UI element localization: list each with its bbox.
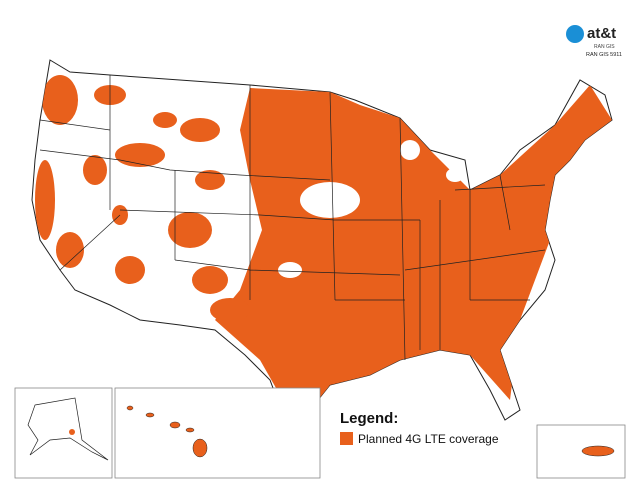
coverage-area xyxy=(83,155,107,185)
coverage-area xyxy=(115,143,165,167)
coverage-area xyxy=(506,100,534,120)
coverage-area xyxy=(69,429,75,435)
state-lines xyxy=(39,75,546,361)
coverage-area xyxy=(35,160,55,240)
coverage-area xyxy=(192,438,208,458)
coverage-area xyxy=(126,405,134,411)
logo-globe xyxy=(566,25,584,43)
coverage-area xyxy=(581,445,615,457)
alaska xyxy=(27,397,109,461)
logo-brand: at&t xyxy=(587,25,616,42)
coverage-area xyxy=(300,182,360,218)
coverage-area xyxy=(153,112,177,128)
coverage-area xyxy=(185,427,195,433)
legend-title: Legend: xyxy=(340,410,398,427)
coverage-area xyxy=(180,118,220,142)
coverage-area xyxy=(192,266,228,294)
logo-code: RAN GIS 5911 xyxy=(586,52,622,58)
coverage-area xyxy=(195,170,225,190)
coverage-area xyxy=(42,75,78,125)
hawaii-inset xyxy=(114,387,321,479)
legend-swatch xyxy=(340,432,353,445)
coverage-area xyxy=(446,168,464,182)
legend-label: Planned 4G LTE coverage xyxy=(358,432,499,446)
coverage-area xyxy=(115,256,145,284)
coverage-area xyxy=(56,232,84,268)
coverage-area xyxy=(210,298,250,322)
coverage-area xyxy=(145,412,155,418)
islands xyxy=(69,405,615,458)
coverage-area xyxy=(278,262,302,278)
coverage-area xyxy=(400,140,420,160)
logo-subtitle: RAN GIS xyxy=(594,44,615,50)
coverage-area xyxy=(168,212,212,248)
coverage-area xyxy=(169,421,181,429)
